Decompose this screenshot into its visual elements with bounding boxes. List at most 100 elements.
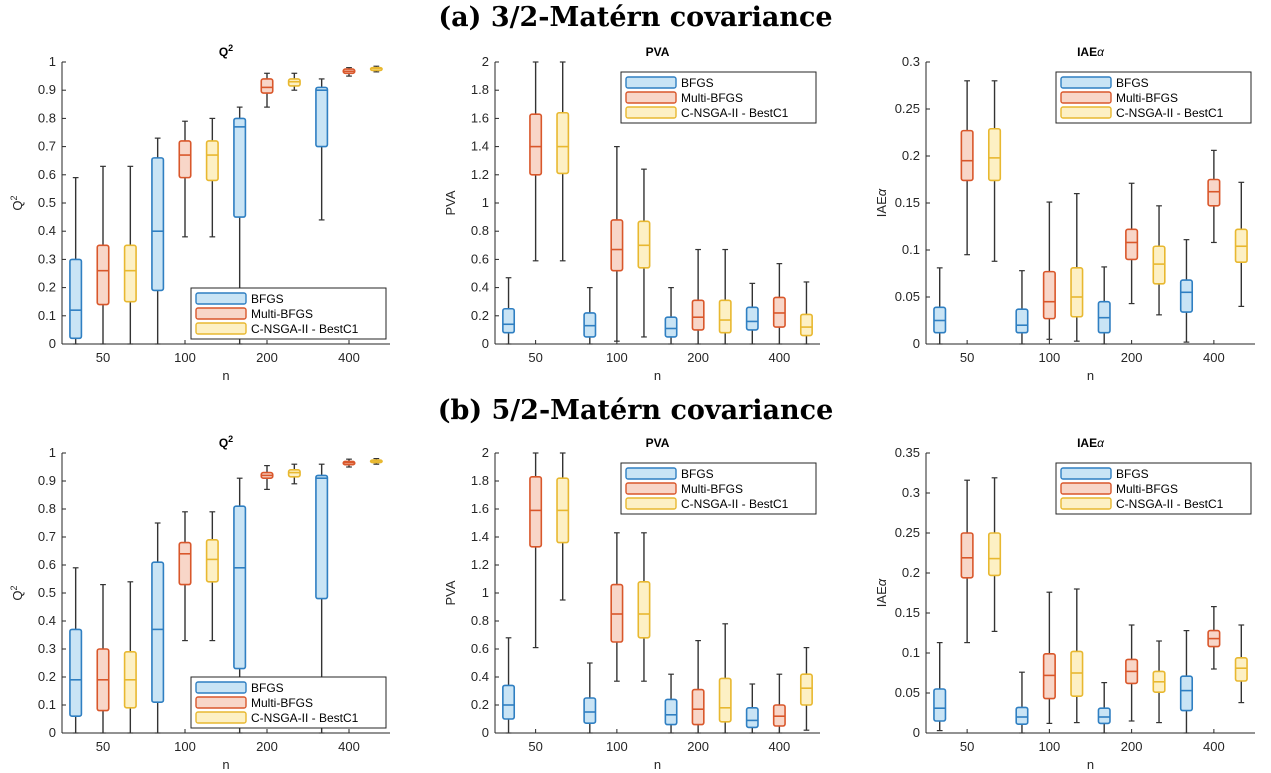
y-tick-label: 0.6 [38, 167, 56, 182]
box-c-nsga-ii-bestc1-200 [287, 72, 301, 91]
box-iqr [799, 313, 813, 337]
legend-label: Multi-BFGS [681, 482, 743, 496]
x-tick-label: 100 [1039, 739, 1061, 754]
legend-swatch [195, 681, 247, 694]
y-tick-label: 1.8 [471, 82, 489, 97]
legend-label: BFGS [681, 467, 714, 481]
box-c-nsga-ii-bestc1-200 [287, 463, 301, 485]
y-tick-label: 0.6 [471, 251, 489, 266]
y-tick-label: 1 [49, 445, 56, 460]
box-multi-bfgs-50 [960, 80, 974, 256]
box-iqr [315, 474, 329, 600]
x-tick-label: 200 [687, 350, 709, 365]
box-multi-bfgs-400 [772, 673, 786, 734]
y-tick-label: 1.4 [471, 529, 489, 544]
x-tick-label: 200 [256, 739, 278, 754]
box-iqr [1070, 267, 1084, 318]
box-iqr [1125, 228, 1139, 261]
box-c-nsga-ii-bestc1-100 [205, 117, 219, 238]
y-tick-label: 0.25 [895, 525, 920, 540]
box-iqr [151, 561, 165, 704]
panel-title: Q2 [219, 434, 233, 450]
legend-label: BFGS [1116, 76, 1149, 90]
box-c-nsga-ii-bestc1-200 [718, 248, 732, 345]
box-iqr [69, 628, 83, 718]
box-bfgs-50 [933, 641, 947, 732]
box-c-nsga-ii-bestc1-50 [123, 165, 137, 345]
box-iqr [205, 538, 219, 583]
box-bfgs-400 [745, 282, 759, 345]
box-iqr [529, 475, 543, 548]
box-multi-bfgs-200 [260, 72, 274, 108]
y-tick-label: 0.25 [895, 101, 920, 116]
x-tick-label: 100 [174, 350, 196, 365]
panel-title: PVA [646, 45, 670, 59]
legend-label: C-NSGA-II - BestC1 [251, 711, 359, 725]
x-tick-label: 50 [96, 350, 110, 365]
x-tick-label: 50 [528, 739, 542, 754]
box-multi-bfgs-400 [342, 67, 356, 77]
y-tick-label: 0.05 [895, 289, 920, 304]
y-tick-label: 0.4 [471, 669, 489, 684]
box-iqr [745, 706, 759, 729]
box-iqr [1179, 279, 1194, 313]
y-tick-label: 0.3 [902, 485, 920, 500]
y-tick-label: 0 [482, 725, 489, 740]
box-multi-bfgs-400 [1207, 149, 1221, 244]
y-tick-label: 0.1 [902, 645, 920, 660]
x-tick-label: 400 [1203, 350, 1225, 365]
y-tick-label: 1 [482, 195, 489, 210]
box-iqr [1234, 656, 1248, 682]
y-tick-label: 0.05 [895, 685, 920, 700]
y-tick-label: 0.15 [895, 605, 920, 620]
y-tick-label: 1.2 [471, 557, 489, 572]
legend-label: BFGS [1116, 467, 1149, 481]
y-axis-label: Q2 [9, 195, 25, 210]
legend-swatch [625, 76, 677, 89]
box-iqr [1042, 270, 1056, 320]
box-iqr [233, 117, 247, 218]
box-bfgs-100 [583, 662, 597, 734]
box-iqr [205, 140, 219, 182]
box-iqr [960, 532, 974, 579]
chart-panel-b-3: 0 0.05 0.1 0.15 0.2 0.25 0.3 0.35 50 100 200 400 IAE… [874, 436, 1255, 772]
x-tick-label: 200 [1121, 350, 1143, 365]
y-tick-label: 1 [482, 585, 489, 600]
box-bfgs-200 [664, 287, 678, 345]
box-c-nsga-ii-bestc1-50 [556, 61, 570, 262]
y-tick-label: 0.2 [38, 280, 56, 295]
y-tick-label: 0.8 [38, 501, 56, 516]
legend-label: BFGS [251, 681, 284, 695]
box-iqr [691, 299, 705, 331]
y-tick-label: 1.4 [471, 139, 489, 154]
legend-label: BFGS [681, 76, 714, 90]
box-iqr [529, 113, 543, 176]
legend-label: Multi-BFGS [1116, 91, 1178, 105]
x-axis-label: n [1087, 757, 1094, 772]
box-iqr [1179, 675, 1194, 712]
box-iqr [315, 86, 329, 148]
y-tick-label: 0 [49, 336, 56, 351]
y-tick-label: 0.9 [38, 473, 56, 488]
y-axis-label: PVA [443, 580, 458, 605]
y-tick-label: 0.6 [38, 557, 56, 572]
y-tick-label: 1.6 [471, 110, 489, 125]
legend-swatch [625, 482, 677, 495]
y-tick-label: 0.2 [902, 565, 920, 580]
box-iqr [1207, 178, 1221, 207]
section-title-b: (b) 5/2-Matérn covariance [437, 395, 834, 426]
x-tick-label: 50 [528, 350, 542, 365]
legend-swatch [195, 696, 247, 709]
box-bfgs-400 [1179, 629, 1194, 734]
legend-swatch [1060, 76, 1112, 89]
y-tick-label: 2 [482, 54, 489, 69]
box-c-nsga-ii-bestc1-400 [1234, 624, 1248, 704]
x-tick-label: 100 [606, 350, 628, 365]
y-tick-label: 0.6 [471, 641, 489, 656]
box-multi-bfgs-50 [529, 61, 543, 262]
box-multi-bfgs-100 [178, 120, 192, 238]
chart-panel-a-3: 0 0.05 0.1 0.15 0.2 0.25 0.3 50 100 200 400 IAEα n IA… [874, 45, 1255, 383]
panel-title: Q2 [219, 43, 233, 59]
box-iqr [178, 541, 192, 586]
